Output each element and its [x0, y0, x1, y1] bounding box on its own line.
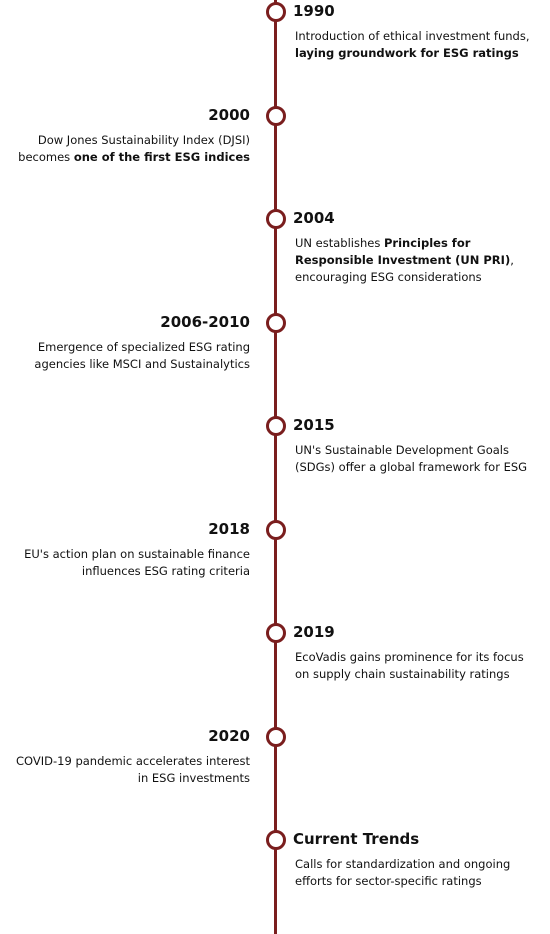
event-marker: [266, 830, 286, 850]
event-year: 2006-2010: [160, 312, 250, 331]
event-year: 2015: [293, 416, 335, 434]
event-marker: [266, 312, 286, 333]
event-marker: [266, 726, 286, 747]
event-description: COVID-19 pandemic accelerates interest i…: [10, 753, 250, 787]
event-year: 1990: [293, 2, 335, 20]
event-marker: [266, 416, 286, 436]
event-marker: [266, 2, 286, 22]
text: Dow Jones Sustainability Index (DJSI) be…: [18, 132, 250, 164]
bold-text: one of the first ESG indices: [73, 149, 250, 164]
event-marker: [266, 623, 286, 643]
text: EU's action plan on sustainable finance …: [24, 546, 250, 578]
text: COVID-19 pandemic accelerates interest i…: [16, 753, 250, 785]
text: , encouraging ESG considerations: [295, 253, 514, 284]
text: UN's Sustainable Development Goals (SDGs…: [295, 443, 528, 474]
event-year: 2000: [208, 105, 250, 124]
text: Emergence of specialized ESG rating agen…: [34, 339, 250, 371]
event-year: 2004: [293, 209, 335, 227]
event-year: Current Trends: [293, 830, 420, 848]
event-description: EU's action plan on sustainable finance …: [10, 546, 250, 580]
event-year: 2019: [293, 623, 335, 641]
event-marker: [266, 209, 286, 229]
text: EcoVadis gains prominence for its focus …: [295, 650, 524, 681]
event-description: EcoVadis gains prominence for its focus …: [295, 649, 535, 683]
event-marker: [266, 519, 286, 540]
text: Introduction of ethical investment funds…: [295, 29, 530, 43]
event-description: Dow Jones Sustainability Index (DJSI) be…: [10, 132, 250, 166]
event-description: Calls for standardization and ongoing ef…: [295, 856, 535, 890]
text: Calls for standardization and ongoing ef…: [295, 857, 511, 888]
bold-text: laying groundwork for ESG ratings: [295, 46, 519, 60]
text: UN establishes: [295, 236, 384, 250]
event-description: UN establishes Principles for Responsibl…: [295, 235, 535, 286]
event-year: 2018: [208, 519, 250, 538]
event-description: Emergence of specialized ESG rating agen…: [10, 339, 250, 373]
event-description: UN's Sustainable Development Goals (SDGs…: [295, 442, 535, 476]
event-year: 2020: [208, 726, 250, 745]
event-description: Introduction of ethical investment funds…: [295, 28, 535, 62]
timeline-line: [274, 0, 277, 934]
bold-text: Principles for Responsible Investment (U…: [295, 236, 511, 267]
event-marker: [266, 105, 286, 126]
